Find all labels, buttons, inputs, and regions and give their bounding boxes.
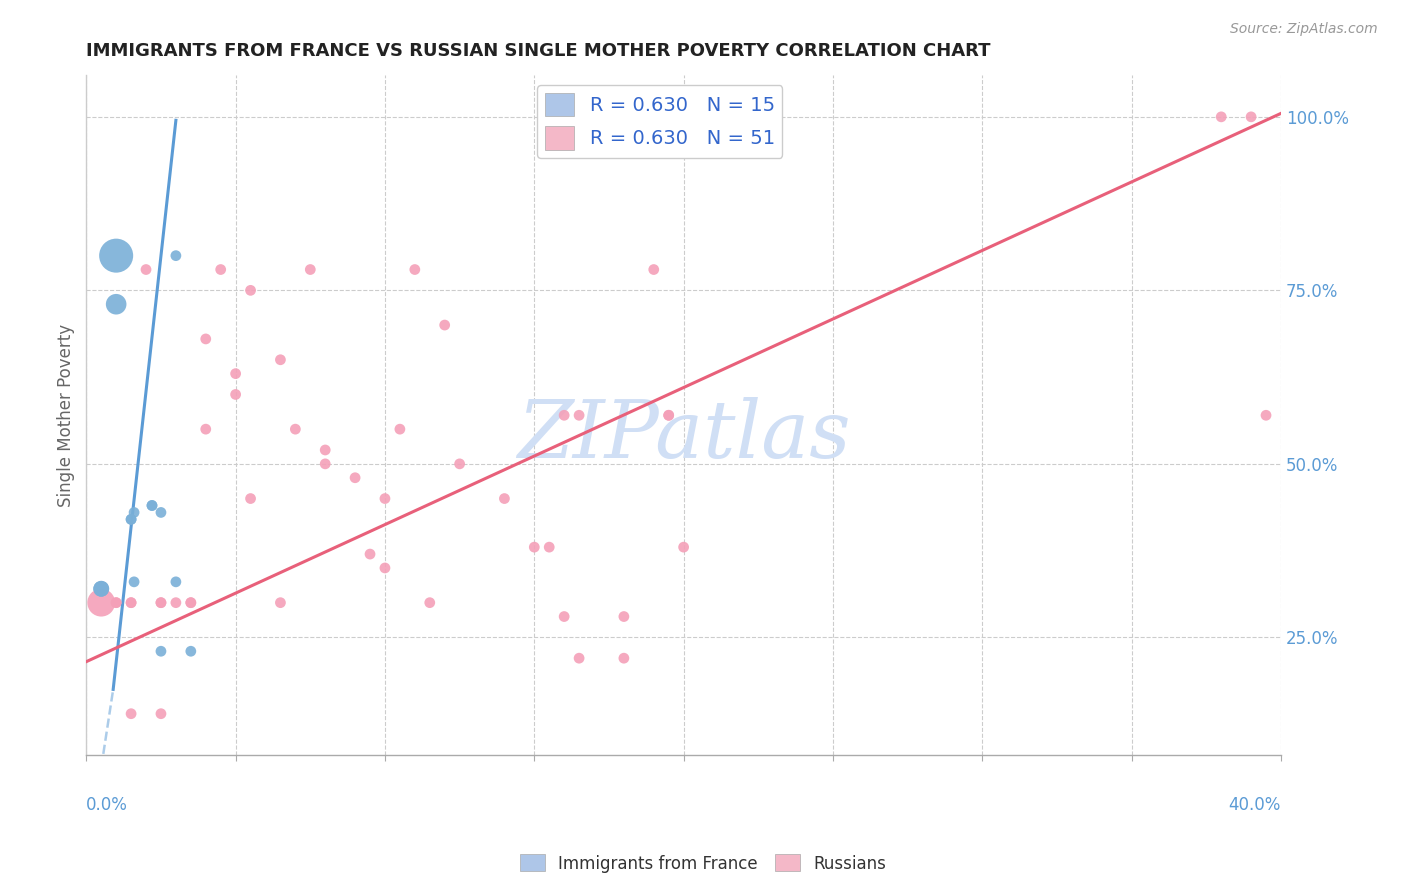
Point xyxy=(120,596,142,610)
Point xyxy=(538,540,561,554)
Point xyxy=(643,262,665,277)
Point xyxy=(120,512,142,526)
Point xyxy=(90,582,112,596)
Point xyxy=(314,442,336,457)
Point xyxy=(120,596,142,610)
Text: Source: ZipAtlas.com: Source: ZipAtlas.com xyxy=(1230,22,1378,37)
Text: 0.0%: 0.0% xyxy=(86,797,128,814)
Point xyxy=(374,561,396,575)
Point xyxy=(239,284,262,298)
Point xyxy=(194,422,217,436)
Point xyxy=(344,471,367,485)
Point xyxy=(284,422,307,436)
Point xyxy=(269,352,291,367)
Point xyxy=(122,574,145,589)
Point xyxy=(149,505,172,519)
Point xyxy=(553,409,575,423)
Point xyxy=(120,706,142,721)
Point xyxy=(419,596,441,610)
Point xyxy=(149,644,172,658)
Point xyxy=(314,457,336,471)
Point xyxy=(225,367,247,381)
Point xyxy=(194,332,217,346)
Point xyxy=(105,249,128,263)
Point xyxy=(1240,110,1263,124)
Point xyxy=(269,596,291,610)
Point xyxy=(180,596,202,610)
Point xyxy=(568,409,591,423)
Point xyxy=(523,540,546,554)
Point xyxy=(105,297,128,311)
Point xyxy=(135,262,157,277)
Point xyxy=(1211,110,1233,124)
Point xyxy=(105,596,128,610)
Text: IMMIGRANTS FROM FRANCE VS RUSSIAN SINGLE MOTHER POVERTY CORRELATION CHART: IMMIGRANTS FROM FRANCE VS RUSSIAN SINGLE… xyxy=(86,42,991,60)
Point xyxy=(359,547,381,561)
Point xyxy=(90,582,112,596)
Text: 40.0%: 40.0% xyxy=(1229,797,1281,814)
Point xyxy=(141,499,163,513)
Point xyxy=(494,491,516,506)
Point xyxy=(180,596,202,610)
Point xyxy=(141,499,163,513)
Point xyxy=(149,706,172,721)
Point xyxy=(165,596,187,610)
Point xyxy=(165,249,187,263)
Point xyxy=(120,512,142,526)
Point xyxy=(122,505,145,519)
Point xyxy=(105,596,128,610)
Point xyxy=(209,262,232,277)
Point xyxy=(374,491,396,506)
Point xyxy=(180,644,202,658)
Point xyxy=(1254,409,1277,423)
Point xyxy=(449,457,471,471)
Point xyxy=(658,409,681,423)
Point xyxy=(672,540,695,554)
Point xyxy=(433,318,456,332)
Point xyxy=(239,491,262,506)
Point xyxy=(388,422,411,436)
Text: ZIPatlas: ZIPatlas xyxy=(517,397,851,475)
Point xyxy=(568,651,591,665)
Point xyxy=(658,409,681,423)
Legend: R = 0.630   N = 15, R = 0.630   N = 51: R = 0.630 N = 15, R = 0.630 N = 51 xyxy=(537,85,782,158)
Point xyxy=(553,609,575,624)
Legend: Immigrants from France, Russians: Immigrants from France, Russians xyxy=(513,847,893,880)
Point xyxy=(404,262,426,277)
Point xyxy=(299,262,322,277)
Point xyxy=(613,609,636,624)
Point xyxy=(149,596,172,610)
Point xyxy=(149,596,172,610)
Point xyxy=(165,574,187,589)
Point xyxy=(90,596,112,610)
Y-axis label: Single Mother Poverty: Single Mother Poverty xyxy=(58,324,75,507)
Point xyxy=(613,651,636,665)
Point xyxy=(225,387,247,401)
